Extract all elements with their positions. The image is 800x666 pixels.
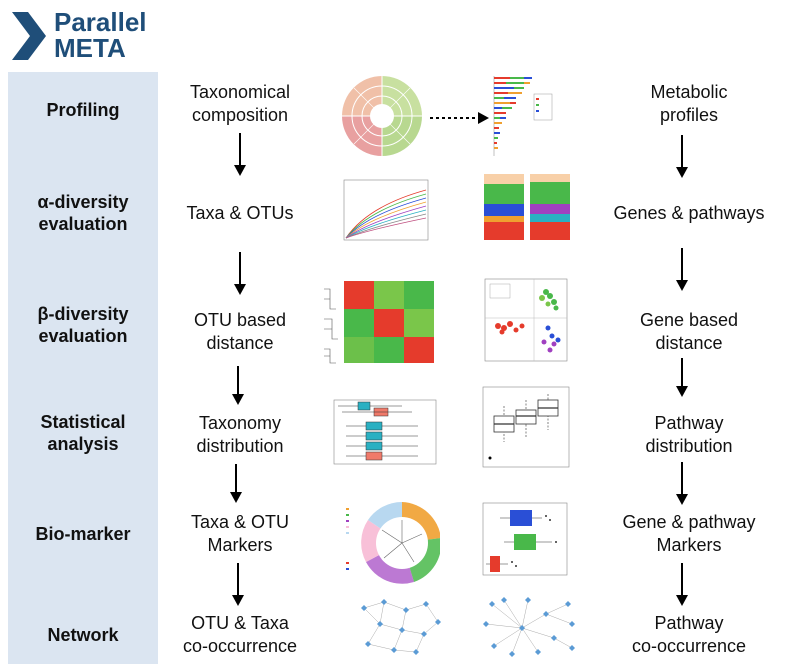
stage-bio-marker: Bio-marker bbox=[8, 523, 158, 545]
stage-label: evaluation bbox=[38, 326, 128, 346]
stage-alpha-diversity: α-diversity evaluation bbox=[8, 191, 158, 235]
label-line: distance bbox=[655, 333, 723, 353]
stage-profiling: Profiling bbox=[8, 99, 158, 121]
label-line: Markers bbox=[656, 535, 722, 555]
distance-heatmap-chart bbox=[324, 281, 434, 364]
right-label-metabolic-profiles: Metabolic profiles bbox=[600, 81, 778, 127]
right-label-pathway-distribution: Pathway distribution bbox=[600, 412, 778, 458]
label-line: profiles bbox=[659, 105, 719, 125]
stage-label: Statistical bbox=[40, 412, 126, 432]
label-line: Pathway bbox=[654, 613, 724, 633]
rarefaction-curve-chart bbox=[343, 179, 429, 241]
label-line: co-occurrence bbox=[182, 636, 298, 656]
label-line: co-occurrence bbox=[631, 636, 747, 656]
label-line: Taxonomy bbox=[198, 413, 282, 433]
label-line: Taxonomical bbox=[189, 82, 291, 102]
stage-label: Bio-marker bbox=[35, 524, 131, 544]
label-line: OTU & Taxa bbox=[191, 613, 289, 633]
taxonomy-sunburst-chart bbox=[342, 76, 422, 156]
dotted-arrow-icon bbox=[430, 112, 489, 124]
stage-label: Profiling bbox=[46, 100, 120, 120]
label-line: Taxa & OTU bbox=[190, 512, 290, 532]
right-label-gene-distance: Gene based distance bbox=[600, 309, 778, 355]
stage-label: α-diversity bbox=[37, 192, 129, 212]
label-line: Metabolic bbox=[650, 82, 728, 102]
circular-cladogram-chart bbox=[346, 501, 440, 584]
label-line: OTU based bbox=[193, 310, 287, 330]
stage-panel bbox=[8, 72, 158, 664]
left-label-taxonomy-distribution: Taxonomy distribution bbox=[160, 412, 320, 458]
marker-boxplot-chart bbox=[482, 502, 568, 576]
label-line: composition bbox=[191, 105, 289, 125]
label-line: distance bbox=[206, 333, 274, 353]
left-label-taxonomical-composition: Taxonomical composition bbox=[160, 81, 320, 127]
logo-title-line1: Parallel bbox=[54, 7, 147, 37]
logo-title-line2: META bbox=[54, 33, 126, 63]
label-line: Gene based bbox=[639, 310, 739, 330]
parallel-meta-logo: Parallel META bbox=[10, 4, 160, 68]
down-arrow-icon bbox=[676, 563, 688, 606]
down-arrow-icon bbox=[234, 252, 246, 295]
down-arrow-icon bbox=[676, 358, 688, 397]
down-arrow-icon bbox=[232, 563, 244, 606]
down-arrow-icon bbox=[232, 366, 244, 405]
stacked-bar-chart bbox=[484, 174, 570, 240]
chevron-logo-icon bbox=[12, 12, 46, 60]
label-line: distribution bbox=[645, 436, 733, 456]
label-line: distribution bbox=[196, 436, 284, 456]
pca-scatter-chart bbox=[484, 278, 568, 362]
label-line: Taxa & OTUs bbox=[186, 203, 294, 223]
stage-beta-diversity: β-diversity evaluation bbox=[8, 303, 158, 347]
stage-network: Network bbox=[8, 624, 158, 646]
stacked-bar-chart bbox=[493, 76, 553, 156]
stage-label: Network bbox=[47, 625, 119, 645]
gene-network-graph bbox=[483, 597, 575, 657]
down-arrow-icon bbox=[676, 135, 688, 178]
boxplot-chart bbox=[482, 386, 570, 468]
down-arrow-icon bbox=[230, 464, 242, 503]
left-label-otu-distance: OTU based distance bbox=[160, 309, 320, 355]
right-label-gene-pathway-markers: Gene & pathway Markers bbox=[600, 511, 778, 557]
stage-label: evaluation bbox=[38, 214, 128, 234]
down-arrow-icon bbox=[234, 133, 246, 176]
left-label-taxa-otus: Taxa & OTUs bbox=[160, 202, 320, 225]
right-label-pathway-cooccurrence: Pathway co-occurrence bbox=[600, 612, 778, 658]
horizontal-boxplot-chart bbox=[333, 399, 437, 465]
stage-statistical-analysis: Statistical analysis bbox=[8, 411, 158, 455]
left-label-otu-cooccurrence: OTU & Taxa co-occurrence bbox=[160, 612, 320, 658]
label-line: Genes & pathways bbox=[613, 203, 765, 223]
label-line: Gene & pathway bbox=[622, 512, 756, 532]
stage-label: analysis bbox=[47, 434, 119, 454]
label-line: Markers bbox=[207, 535, 273, 555]
right-label-genes-pathways: Genes & pathways bbox=[600, 202, 778, 225]
otu-network-graph bbox=[361, 599, 441, 655]
left-label-taxa-otu-markers: Taxa & OTU Markers bbox=[160, 511, 320, 557]
down-arrow-icon bbox=[676, 248, 688, 291]
stage-label: β-diversity bbox=[37, 304, 129, 324]
down-arrow-icon bbox=[676, 462, 688, 505]
label-line: Pathway bbox=[654, 413, 724, 433]
